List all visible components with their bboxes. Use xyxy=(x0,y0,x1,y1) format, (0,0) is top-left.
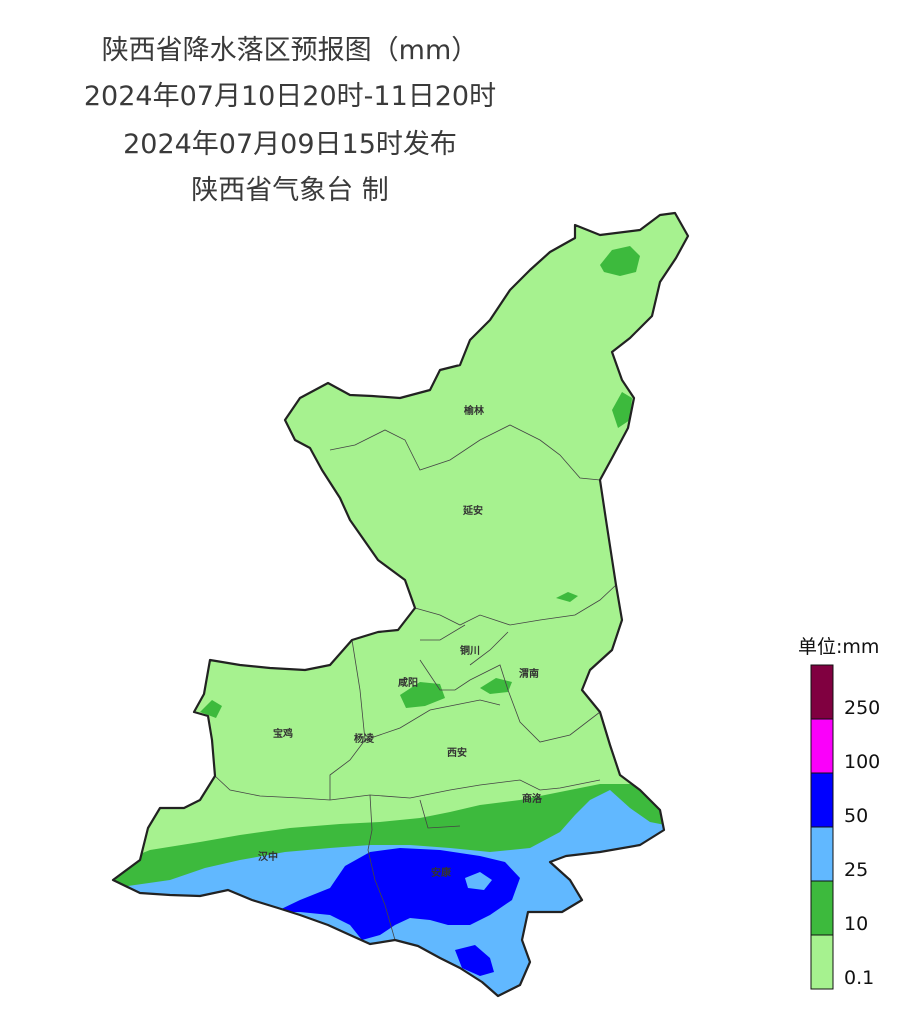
city-label-yanan: 延安 xyxy=(462,504,483,517)
valid-period: 2024年07月10日20时-11日20时 xyxy=(83,81,497,112)
legend-swatch xyxy=(810,772,834,828)
legend-label: 25 xyxy=(844,859,869,881)
province-outline xyxy=(111,211,690,998)
legend-swatch xyxy=(810,934,834,990)
city-label-xian: 西安 xyxy=(447,746,467,759)
legend-swatch xyxy=(810,718,834,774)
rain-patch-10-25 xyxy=(612,392,632,428)
city-label-baoji: 宝鸡 xyxy=(273,727,293,740)
legend-swatch xyxy=(810,664,834,720)
map-title: 陕西省降水落区预报图（mm） xyxy=(101,35,479,66)
issuing-agency: 陕西省气象台 制 xyxy=(191,175,389,206)
rain-patch-10-25 xyxy=(480,678,512,694)
legend-label: 100 xyxy=(844,751,881,773)
legend-label: 250 xyxy=(844,697,881,719)
legend-title: 单位:mm xyxy=(798,636,880,658)
prefecture-boundaries xyxy=(214,424,617,941)
city-label-xianyang: 咸阳 xyxy=(398,676,418,689)
legend-label: 0.1 xyxy=(844,967,875,989)
legend-label: 10 xyxy=(844,913,869,935)
rain-patch-25-50 xyxy=(465,872,492,890)
legend-label: 50 xyxy=(844,805,869,827)
city-label-yulin: 榆林 xyxy=(464,404,485,417)
city-label-hanzhong: 汉中 xyxy=(258,850,278,863)
legend-swatch xyxy=(810,826,834,882)
city-label-yangling: 杨凌 xyxy=(354,732,375,745)
rain-patch-10-25 xyxy=(200,700,222,718)
issue-time: 2024年07月09日15时发布 xyxy=(123,129,457,160)
legend-swatch xyxy=(810,880,834,936)
rain-patch-10-25 xyxy=(556,592,578,602)
rain-band-50-100 xyxy=(275,848,520,976)
legend-color-bar xyxy=(810,664,834,990)
rain-patch-10-25 xyxy=(400,682,445,708)
rain-patch-10-25 xyxy=(600,246,640,276)
city-label-shangluo: 商洛 xyxy=(522,792,543,805)
city-label-tongchuan: 铜川 xyxy=(460,644,480,657)
city-label-weinan: 渭南 xyxy=(519,667,539,680)
city-label-ankang: 安康 xyxy=(431,866,452,879)
